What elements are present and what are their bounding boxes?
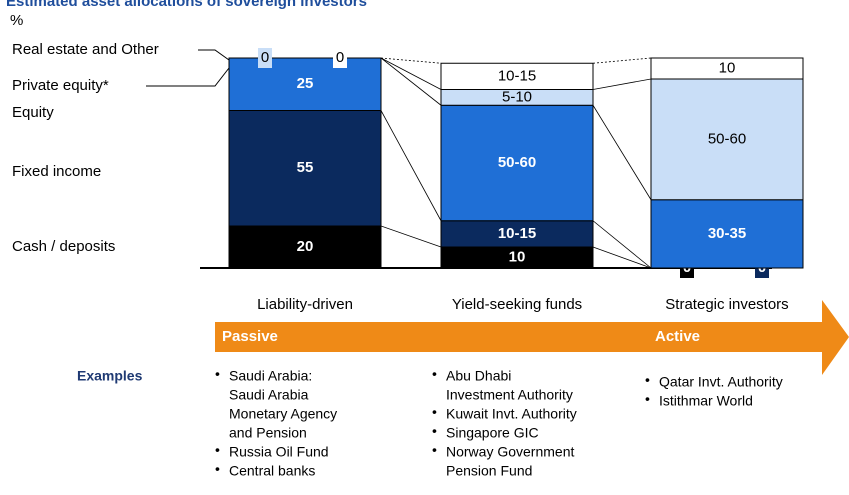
- value-label: 10-15: [498, 67, 536, 84]
- leader-line: [146, 67, 230, 87]
- example-item: Saudi Arabia:: [229, 368, 312, 384]
- bar-segment: [440, 104, 594, 222]
- connector: [380, 110, 442, 221]
- connector: [380, 57, 442, 106]
- connector: [380, 225, 442, 248]
- legend-label: Cash / deposits: [12, 238, 115, 255]
- connector: [380, 57, 442, 90]
- value-label: 25: [297, 75, 314, 92]
- bar-segment: [228, 110, 382, 227]
- example-item: Kuwait Invt. Authority: [446, 406, 577, 422]
- zero-marker: [333, 48, 347, 68]
- example-item: Saudi Arabia: [229, 387, 309, 403]
- example-item: Qatar Invt. Authority: [659, 374, 783, 390]
- legend-label: Fixed income: [12, 163, 101, 180]
- value-label: 5-10: [502, 88, 532, 105]
- bullet: •: [215, 442, 220, 458]
- bullet: •: [215, 461, 220, 477]
- bullet: •: [215, 366, 220, 382]
- x-tick-label: Liability-driven: [257, 296, 353, 313]
- bullet: •: [645, 391, 650, 407]
- bullet: •: [432, 366, 437, 382]
- value-label: 0: [261, 49, 269, 66]
- bar-segment: [650, 78, 804, 201]
- zero-marker: [258, 48, 272, 68]
- bullet: •: [432, 404, 437, 420]
- example-item: Istithmar World: [659, 393, 753, 409]
- legend-label: Private equity*: [12, 77, 109, 94]
- connector: [592, 57, 652, 64]
- connector: [592, 246, 652, 269]
- x-tick-label: Strategic investors: [665, 296, 788, 313]
- bar-segment: [650, 57, 804, 80]
- legend-label: Real estate and Other: [12, 41, 159, 58]
- legend-label: Equity: [12, 104, 54, 121]
- example-item: Pension Fund: [446, 463, 532, 479]
- value-label: 10: [719, 59, 736, 76]
- example-item: Investment Authority: [446, 387, 573, 403]
- arrow-label: Passive: [222, 328, 278, 345]
- bullet: •: [645, 372, 650, 388]
- value-label: 55: [297, 159, 314, 176]
- bullet: •: [432, 442, 437, 458]
- example-item: Singapore GIC: [446, 425, 539, 441]
- value-label: 50-60: [708, 130, 746, 147]
- examples-label: Examples: [77, 368, 143, 384]
- example-item: Abu Dhabi: [446, 368, 511, 384]
- leader-line: [198, 49, 230, 61]
- value-label: 20: [297, 238, 314, 255]
- value-label: 30-35: [708, 225, 746, 242]
- bar-segment: [228, 225, 382, 269]
- value-label: 10-15: [498, 225, 536, 242]
- value-label: 10: [509, 248, 526, 265]
- x-tick-label: Yield-seeking funds: [452, 296, 582, 313]
- arrow: [215, 300, 849, 375]
- connector: [592, 78, 652, 90]
- value-label: 50-60: [498, 154, 536, 171]
- example-item: Monetary Agency: [229, 406, 337, 422]
- connector: [592, 220, 652, 269]
- bar-segment: [650, 199, 804, 269]
- bar-segment: [440, 62, 594, 90]
- unit-label: %: [10, 12, 23, 29]
- value-label: 0: [336, 49, 344, 66]
- example-item: Central banks: [229, 463, 315, 479]
- bullet: •: [432, 423, 437, 439]
- example-item: and Pension: [229, 425, 307, 441]
- example-item: Russia Oil Fund: [229, 444, 329, 460]
- arrow-label: Active: [655, 328, 700, 345]
- chart-title: Estimated asset allocations of sovereign…: [6, 0, 367, 10]
- connector: [592, 105, 652, 200]
- bar-segment: [228, 57, 382, 111]
- bar-segment: [440, 220, 594, 248]
- example-item: Norway Government: [446, 444, 574, 460]
